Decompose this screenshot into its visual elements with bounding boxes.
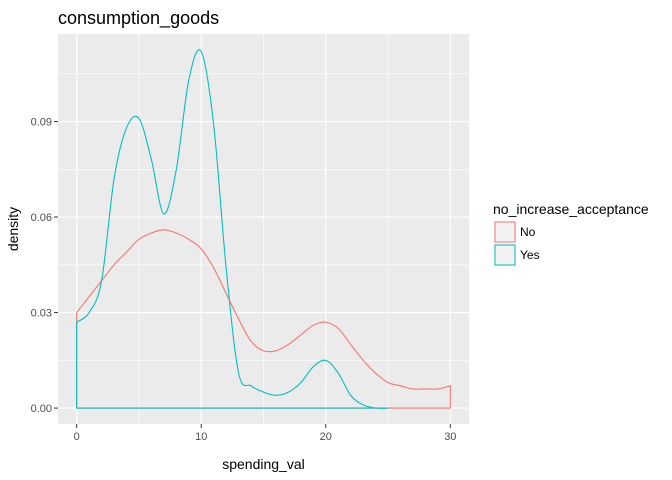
legend-label-yes: Yes	[520, 248, 540, 262]
legend-item-no: No	[494, 221, 536, 243]
y-tick-label: 0.09	[31, 117, 52, 129]
x-axis-ticks: 0 10 20 30	[74, 424, 456, 443]
x-tick-label: 10	[195, 431, 207, 443]
y-tick-label: 0.00	[31, 403, 52, 415]
legend-key-no	[494, 221, 516, 243]
x-tick-label: 0	[74, 431, 80, 443]
x-tick-label: 30	[444, 431, 456, 443]
x-axis-title: spending_val	[222, 456, 305, 472]
legend-key-yes	[494, 244, 516, 266]
legend-swatch-yes	[494, 244, 516, 266]
y-tick-label: 0.06	[31, 212, 52, 224]
y-tick-label: 0.03	[31, 308, 52, 320]
legend-label-no: No	[520, 225, 536, 239]
density-curve-yes	[76, 49, 389, 409]
legend: no_increase_acceptance No Yes	[493, 201, 649, 266]
y-axis-title: density	[5, 207, 21, 251]
legend-swatch-no	[494, 221, 516, 243]
legend-title: no_increase_acceptance	[493, 201, 649, 217]
major-gridlines	[58, 34, 469, 424]
density-curves	[76, 49, 451, 409]
chart-title: consumption_goods	[58, 8, 219, 29]
y-axis-ticks: 0.00 0.03 0.06 0.09	[31, 117, 58, 415]
density-curve-no	[76, 229, 451, 409]
legend-item-yes: Yes	[494, 244, 540, 266]
x-tick-label: 20	[320, 431, 332, 443]
minor-gridlines	[58, 34, 469, 424]
